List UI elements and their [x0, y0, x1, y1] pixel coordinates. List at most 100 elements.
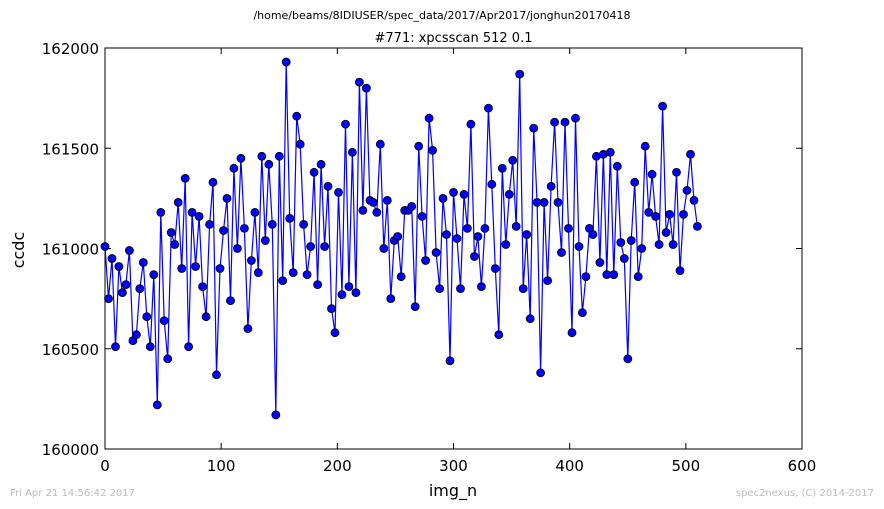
data-point: [550, 117, 559, 127]
data-point: [428, 145, 438, 155]
data-point: [686, 149, 695, 159]
x-tick-label: 300: [439, 457, 468, 475]
y-tick-label: 161000: [42, 241, 99, 259]
data-point: [316, 159, 326, 169]
data-point: [156, 207, 166, 217]
data-point: [257, 151, 267, 161]
data-point: [274, 151, 284, 161]
data-point: [672, 167, 681, 177]
data-point: [560, 117, 570, 127]
data-point: [473, 232, 483, 241]
data-point: [522, 230, 532, 239]
data-point: [246, 256, 256, 265]
data-point: [118, 288, 127, 298]
data-point: [431, 248, 441, 257]
data-point: [410, 302, 420, 312]
data-point: [135, 284, 145, 294]
data-point: [250, 207, 260, 217]
data-point: [616, 238, 626, 247]
data-point: [546, 181, 556, 191]
data-point: [212, 370, 221, 380]
x-tick-label: 600: [788, 457, 817, 475]
data-point: [633, 272, 643, 282]
data-point: [407, 201, 417, 211]
data-point: [194, 211, 204, 221]
data-point: [299, 219, 309, 229]
data-point: [689, 195, 699, 205]
data-point: [372, 207, 382, 217]
data-point: [539, 197, 549, 207]
data-point: [138, 258, 148, 267]
data-point: [442, 230, 451, 239]
y-tick-label: 160000: [42, 441, 99, 459]
data-point: [159, 316, 169, 326]
x-tick-label: 0: [100, 457, 110, 475]
data-point: [424, 113, 434, 123]
data-point: [142, 312, 152, 322]
data-point: [640, 141, 650, 151]
data-point: [309, 167, 319, 177]
data-point: [619, 254, 629, 263]
data-point: [609, 270, 619, 280]
x-tick-label: 400: [555, 457, 584, 475]
data-point: [124, 246, 134, 255]
data-point: [375, 139, 385, 149]
x-axis-label: img_n: [429, 481, 477, 501]
data-point: [222, 193, 232, 203]
data-point: [644, 207, 654, 217]
data-point: [313, 280, 323, 290]
data-point: [414, 141, 424, 151]
data-point: [504, 189, 514, 199]
data-point: [462, 223, 472, 233]
x-tick-label: 200: [323, 457, 352, 475]
data-point: [553, 197, 563, 207]
data-point: [354, 77, 364, 87]
data-point: [149, 270, 159, 280]
data-point: [494, 330, 504, 340]
data-point: [260, 236, 270, 245]
data-point: [184, 342, 194, 352]
data-point: [518, 284, 528, 294]
data-point: [578, 308, 587, 318]
data-point: [145, 342, 155, 352]
data-point: [327, 304, 336, 314]
data-point: [358, 205, 368, 215]
data-point: [564, 223, 573, 233]
plot-frame: [104, 47, 803, 450]
x-tick-label: 500: [672, 457, 701, 475]
data-point: [295, 139, 305, 149]
data-point: [302, 270, 312, 280]
data-point: [490, 264, 500, 273]
data-point: [693, 221, 702, 231]
data-point: [215, 264, 225, 273]
data-point: [665, 209, 674, 219]
data-point: [323, 181, 333, 191]
data-point: [501, 240, 511, 249]
data-point: [574, 242, 584, 251]
data-point: [438, 193, 448, 203]
data-point: [449, 187, 458, 197]
data-point: [166, 228, 176, 237]
data-series: [100, 57, 702, 420]
data-point: [281, 57, 291, 67]
data-point: [306, 242, 316, 251]
data-point: [529, 123, 539, 133]
data-point: [278, 276, 288, 286]
data-point: [480, 223, 490, 233]
file-path-title: /home/beams/8IDIUSER/spec_data/2017/Apr2…: [253, 9, 631, 22]
data-point: [630, 177, 640, 187]
data-point: [232, 244, 242, 253]
data-point: [107, 254, 117, 263]
data-point: [104, 294, 113, 304]
data-point: [675, 266, 685, 276]
data-point: [187, 207, 197, 217]
data-point: [344, 282, 354, 292]
y-axis-label: ccdc: [9, 232, 28, 269]
data-point: [152, 400, 162, 410]
data-point: [476, 282, 486, 292]
data-point: [180, 173, 190, 183]
data-point: [382, 195, 392, 205]
data-point: [111, 342, 120, 352]
data-point: [264, 159, 274, 169]
